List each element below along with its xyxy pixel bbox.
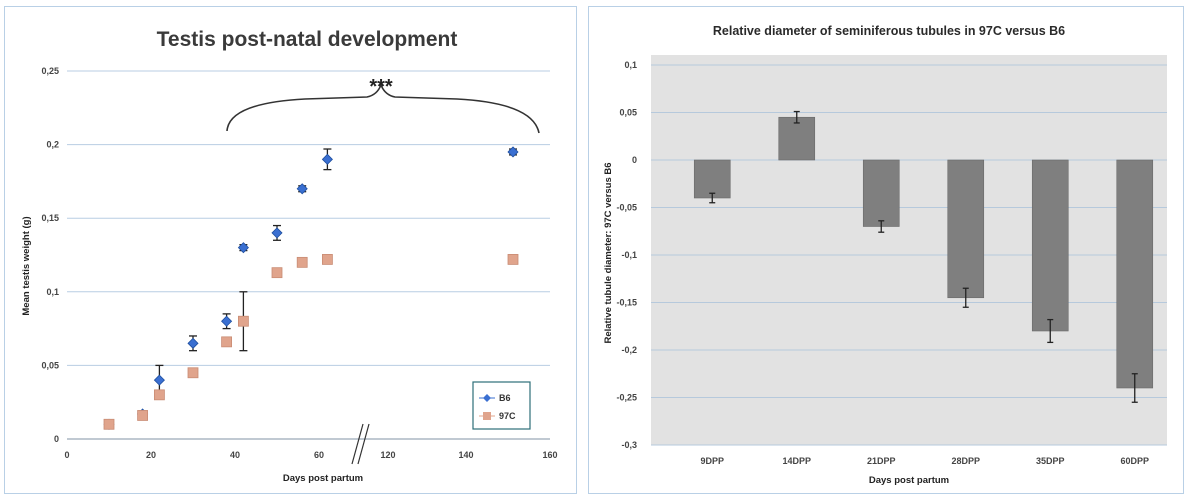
y-tick-label: 0,1 xyxy=(46,287,59,297)
y-tick-label: -0,15 xyxy=(616,298,637,308)
x-tick-label: 0 xyxy=(64,450,69,460)
testis-development-chart: Testis post-natal development 0 0,05 0,1 0,… xyxy=(21,28,558,484)
chart-title-right: Relative diameter of seminiferous tubule… xyxy=(713,24,1065,38)
x-tick-label: 60 xyxy=(314,450,324,460)
bar xyxy=(778,116,816,161)
data-point-b6 xyxy=(237,242,249,254)
x-tick-label: 140 xyxy=(458,450,473,460)
y-tick-label: 0,2 xyxy=(46,140,59,150)
significance-annotation: *** xyxy=(369,76,393,98)
y-tick-label: 0,05 xyxy=(619,108,637,118)
data-point-b6 xyxy=(271,227,283,239)
bar xyxy=(693,159,731,199)
x-category-label: 21DPP xyxy=(867,456,896,466)
data-point-b6 xyxy=(187,337,199,349)
y-tick-label: -0,3 xyxy=(621,440,637,450)
bar xyxy=(947,159,985,299)
x-category-label: 9DPP xyxy=(700,456,724,466)
plot-area xyxy=(651,55,1167,445)
y-tick-label: -0,25 xyxy=(616,393,637,403)
y-tick-label: -0,1 xyxy=(621,250,637,260)
tubule-diameter-panel: Relative diameter of seminiferous tubule… xyxy=(588,6,1184,494)
legend: B6 97C xyxy=(472,381,531,430)
y-tick-label: -0,05 xyxy=(616,203,637,213)
axis-break-marker xyxy=(351,423,370,465)
y-tick-label: 0 xyxy=(54,434,59,444)
data-point-b6 xyxy=(153,374,165,386)
y-tick-label: 0,05 xyxy=(41,360,59,370)
bar xyxy=(1116,159,1154,389)
x-axis-label-right: Days post partum xyxy=(869,475,949,486)
legend-label: B6 xyxy=(499,393,511,403)
data-point-b6 xyxy=(296,183,308,195)
bar xyxy=(1031,159,1069,332)
tubule-diameter-chart: Relative diameter of seminiferous tubule… xyxy=(603,24,1167,486)
data-point-97c xyxy=(153,389,165,401)
data-point-97c xyxy=(103,418,115,430)
y-tick-label: 0,1 xyxy=(624,60,637,70)
y-tick-label: 0,25 xyxy=(41,66,59,76)
data-point-97c xyxy=(137,410,149,421)
x-tick-label: 160 xyxy=(542,450,557,460)
x-tick-label: 40 xyxy=(230,450,240,460)
data-point-97c xyxy=(296,256,308,268)
y-tick-label: 0,15 xyxy=(41,213,59,223)
testis-development-panel: Testis post-natal development 0 0,05 0,1 0,… xyxy=(4,6,577,494)
x-category-label: 35DPP xyxy=(1036,456,1065,466)
data-point-97c xyxy=(221,336,233,348)
data-point-b6 xyxy=(507,146,519,158)
significance-brace xyxy=(226,82,540,134)
y-tick-label: -0,2 xyxy=(621,345,637,355)
data-point-97c xyxy=(321,254,333,265)
y-axis-label-right: Relative tubule diameter: 97C versus B6 xyxy=(603,162,614,343)
y-axis-label: Mean testis weight (g) xyxy=(21,216,32,315)
data-point-97c xyxy=(187,367,199,379)
x-axis-label: Days post partum xyxy=(283,473,363,484)
x-category-label: 28DPP xyxy=(951,456,980,466)
data-point-97c xyxy=(237,315,249,327)
data-point-97c xyxy=(507,254,519,265)
data-point-b6 xyxy=(321,153,333,165)
bar xyxy=(862,159,900,227)
x-tick-label: 120 xyxy=(380,450,395,460)
chart-title: Testis post-natal development xyxy=(157,28,458,51)
data-point-b6 xyxy=(221,315,233,327)
x-category-label: 60DPP xyxy=(1120,456,1149,466)
legend-label: 97C xyxy=(499,411,516,421)
y-tick-label: 0 xyxy=(632,155,637,165)
data-point-97c xyxy=(271,267,283,279)
x-category-label: 14DPP xyxy=(782,456,811,466)
x-tick-label: 20 xyxy=(146,450,156,460)
